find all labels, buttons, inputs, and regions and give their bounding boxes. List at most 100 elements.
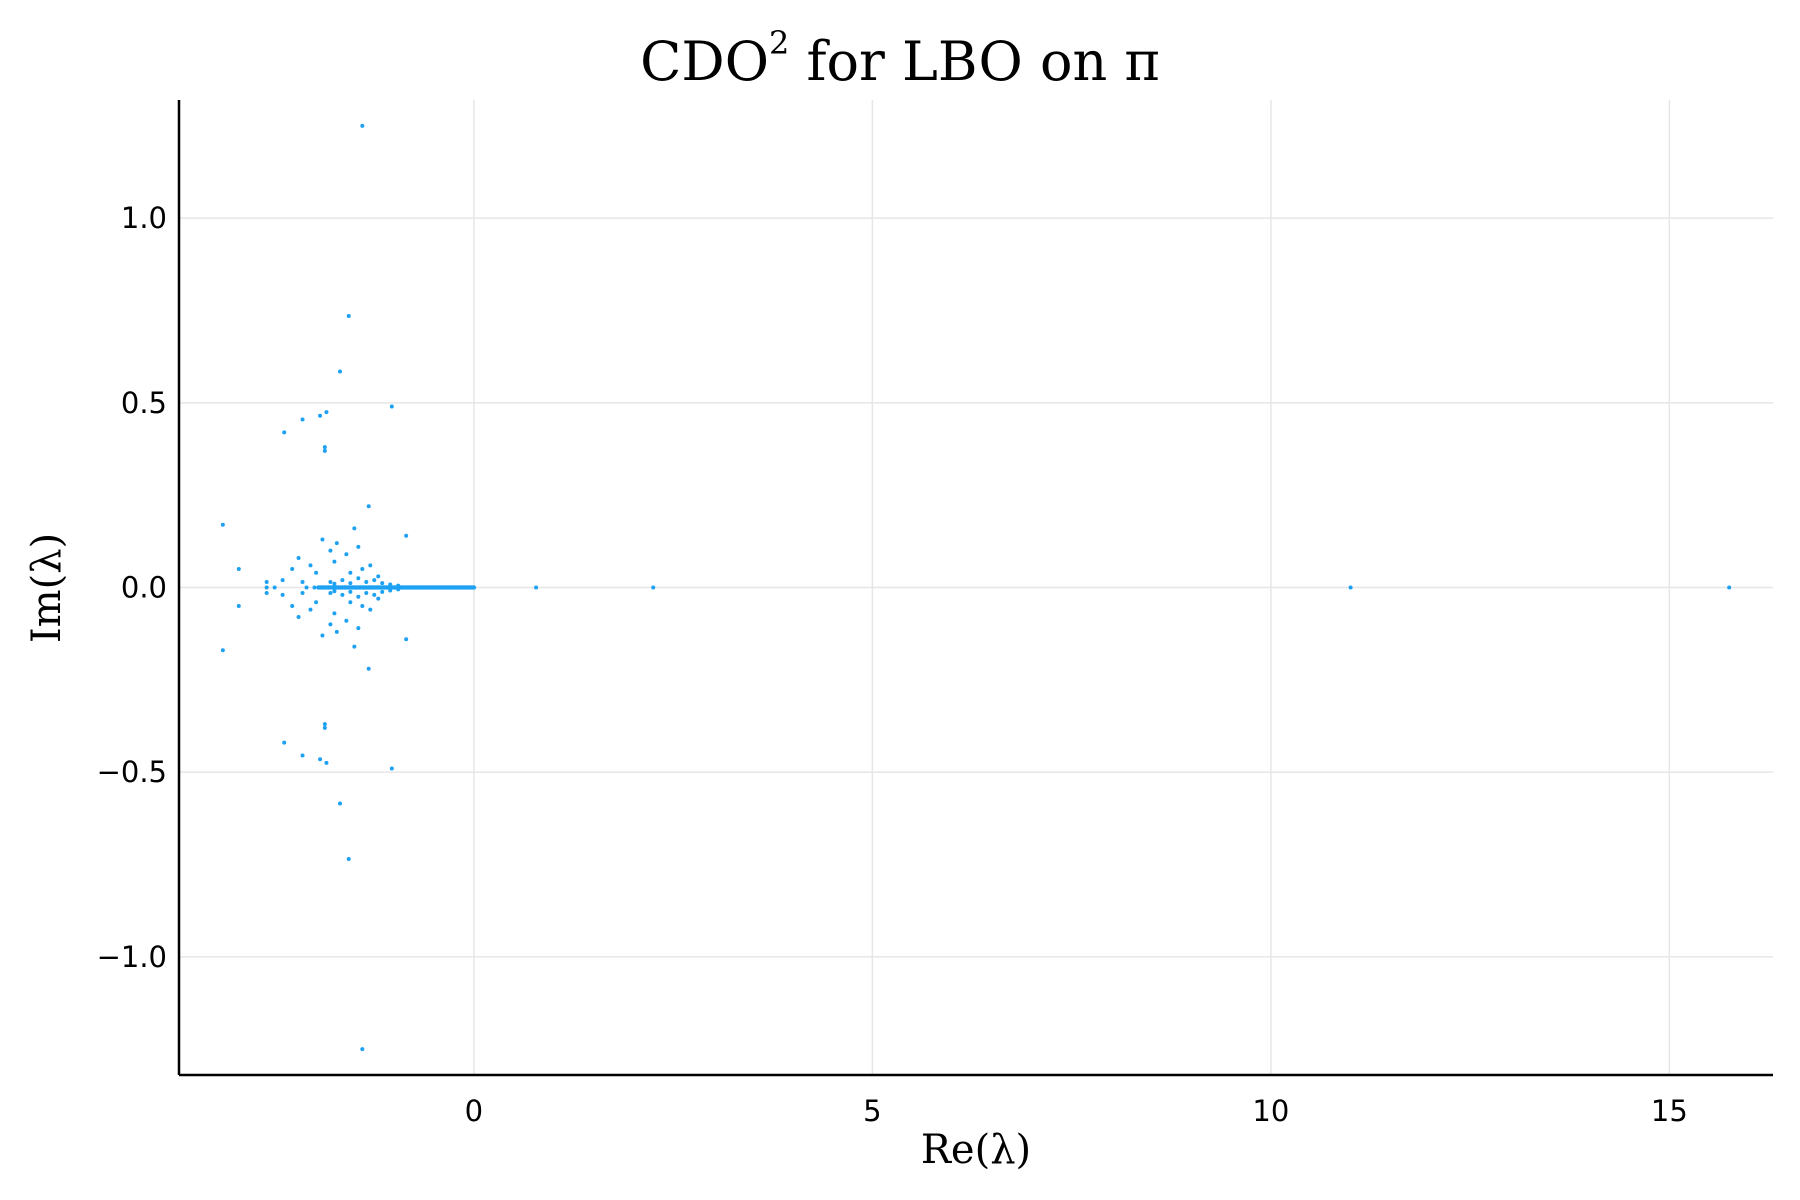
- data-point: [264, 585, 269, 590]
- data-point: [360, 123, 365, 128]
- data-point: [356, 576, 361, 581]
- data-point: [364, 579, 369, 584]
- data-point: [346, 314, 351, 319]
- data-point: [322, 445, 327, 450]
- data-point: [300, 591, 305, 596]
- data-point: [471, 585, 477, 590]
- chart-title-main: CDO: [640, 30, 769, 93]
- x-tick-label: 5: [863, 1094, 881, 1128]
- x-tick-label: 0: [465, 1094, 483, 1128]
- data-point: [360, 1047, 365, 1052]
- data-point: [651, 585, 656, 590]
- data-point: [348, 589, 353, 594]
- data-point: [312, 585, 317, 590]
- data-point: [380, 581, 385, 586]
- data-point: [534, 585, 539, 590]
- data-point: [282, 430, 287, 435]
- data-point: [328, 622, 333, 627]
- data-point: [366, 666, 371, 671]
- data-point: [404, 637, 409, 642]
- data-point: [324, 410, 329, 415]
- data-point: [318, 757, 323, 762]
- data-point: [334, 541, 339, 546]
- data-point: [340, 578, 345, 583]
- data-point: [300, 579, 305, 584]
- y-tick-label: 0.0: [121, 571, 167, 605]
- data-point: [280, 578, 285, 583]
- data-point: [300, 753, 305, 758]
- data-point: [322, 722, 327, 727]
- data-point: [348, 581, 353, 586]
- data-point: [337, 801, 342, 806]
- data-point: [380, 589, 385, 594]
- data-point: [272, 585, 277, 590]
- data-point: [352, 526, 357, 531]
- data-point: [1727, 585, 1732, 590]
- chart-title: CDO2 for LBO on π: [640, 24, 1160, 93]
- data-point: [296, 615, 301, 620]
- data-point: [368, 563, 373, 568]
- data-point: [280, 592, 285, 597]
- y-tick-label: −0.5: [97, 755, 167, 789]
- data-point: [344, 618, 349, 623]
- data-point: [320, 633, 325, 638]
- data-point: [332, 589, 337, 594]
- x-tick-label: 15: [1651, 1094, 1688, 1128]
- data-point: [282, 740, 287, 745]
- data-point: [340, 592, 345, 597]
- data-point: [320, 537, 325, 542]
- data-point: [324, 760, 329, 765]
- data-point: [356, 626, 361, 631]
- data-point: [360, 603, 365, 608]
- data-point: [356, 544, 361, 549]
- data-points: [220, 123, 1732, 1052]
- data-point: [332, 559, 337, 564]
- data-point: [236, 567, 241, 572]
- data-point: [404, 533, 409, 538]
- data-point: [328, 591, 333, 596]
- data-point: [332, 581, 337, 586]
- data-point: [314, 570, 319, 575]
- data-point: [290, 567, 295, 572]
- data-point: [352, 644, 357, 649]
- y-axis-label: Im(λ): [24, 533, 70, 643]
- data-point: [220, 648, 225, 653]
- data-point: [348, 570, 353, 575]
- data-point: [322, 725, 327, 730]
- data-point: [300, 417, 305, 422]
- data-point: [348, 600, 353, 605]
- data-point: [372, 578, 377, 583]
- data-point: [372, 592, 377, 597]
- data-point: [376, 574, 381, 579]
- data-point: [344, 552, 349, 557]
- axes: [177, 100, 1773, 1077]
- tick-labels: 0 5 10 15 1.0 0.5 0.0 −0.5 −1.0: [97, 201, 1688, 1128]
- data-point: [296, 555, 301, 560]
- data-point: [376, 596, 381, 601]
- data-point: [328, 548, 333, 553]
- y-tick-label: 0.5: [121, 386, 167, 420]
- data-point: [322, 448, 327, 453]
- data-point: [290, 603, 295, 608]
- data-point: [366, 504, 371, 509]
- data-point: [314, 600, 319, 605]
- data-point: [356, 594, 361, 599]
- data-point: [364, 591, 369, 596]
- data-point: [308, 607, 313, 612]
- data-point: [220, 522, 225, 527]
- data-point: [334, 629, 339, 634]
- x-axis-label: Re(λ): [921, 1127, 1031, 1173]
- data-point: [360, 567, 365, 572]
- data-point: [308, 563, 313, 568]
- data-point: [304, 585, 309, 590]
- data-point: [337, 369, 342, 374]
- data-point: [1348, 585, 1353, 590]
- data-point: [346, 856, 351, 861]
- data-point: [389, 404, 394, 409]
- data-point: [389, 766, 394, 771]
- chart-title-rest: for LBO on π: [789, 30, 1160, 93]
- data-point: [328, 579, 333, 584]
- data-point: [264, 591, 269, 596]
- x-tick-label: 10: [1252, 1094, 1289, 1128]
